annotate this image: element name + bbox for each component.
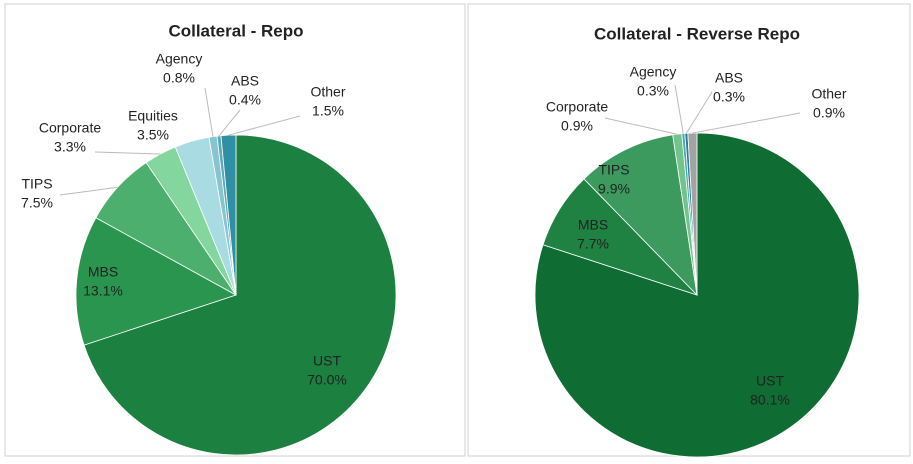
slice-label: Agency bbox=[630, 64, 677, 80]
slice-value: 0.3% bbox=[637, 83, 669, 99]
leader-line bbox=[604, 117, 678, 135]
pie-slice bbox=[75, 217, 237, 346]
slice-label: MBS bbox=[88, 264, 118, 280]
slice-label: ABS bbox=[231, 73, 259, 89]
leader-line bbox=[685, 91, 713, 134]
slice-value: 0.9% bbox=[561, 118, 593, 134]
slice-label: Corporate bbox=[39, 120, 101, 136]
slice-value: 1.5% bbox=[312, 103, 344, 119]
slice-label: UST bbox=[313, 353, 341, 369]
slice-value: 0.9% bbox=[813, 105, 845, 121]
slice-label: Other bbox=[811, 86, 846, 102]
slice-value: 0.4% bbox=[229, 92, 261, 108]
slice-label: Other bbox=[310, 84, 345, 100]
slice-label: Equities bbox=[128, 108, 178, 124]
slice-label: ABS bbox=[715, 70, 743, 86]
slice-label: Agency bbox=[156, 51, 203, 67]
slice-label: MBS bbox=[578, 217, 608, 233]
pie-slice bbox=[583, 134, 698, 297]
leader-line bbox=[228, 115, 301, 136]
slice-value: 13.1% bbox=[83, 283, 123, 299]
leader-line bbox=[59, 186, 118, 196]
leader-line bbox=[204, 87, 214, 137]
slice-value: 3.5% bbox=[137, 127, 169, 143]
leader-line bbox=[94, 151, 161, 155]
leader-line bbox=[674, 84, 684, 134]
slice-value: 80.1% bbox=[750, 392, 790, 408]
slice-label: TIPS bbox=[21, 176, 52, 192]
slice-value: 3.3% bbox=[54, 139, 86, 155]
slice-value: 7.7% bbox=[577, 236, 609, 252]
slice-label: TIPS bbox=[598, 162, 629, 178]
chart-title: Collateral - Reverse Repo bbox=[594, 24, 800, 43]
slice-value: 7.5% bbox=[21, 195, 53, 211]
pie-slice bbox=[83, 134, 397, 456]
pie-slice bbox=[687, 132, 698, 296]
chart-title: Collateral - Repo bbox=[168, 21, 303, 40]
slice-label: UST bbox=[756, 373, 784, 389]
slice-value: 70.0% bbox=[307, 372, 347, 388]
slice-label: Corporate bbox=[546, 99, 608, 115]
slice-value: 0.3% bbox=[713, 89, 745, 105]
slice-value: 9.9% bbox=[598, 181, 630, 197]
slice-value: 0.8% bbox=[163, 70, 195, 86]
leader-line bbox=[218, 109, 241, 137]
leader-line bbox=[692, 112, 801, 134]
